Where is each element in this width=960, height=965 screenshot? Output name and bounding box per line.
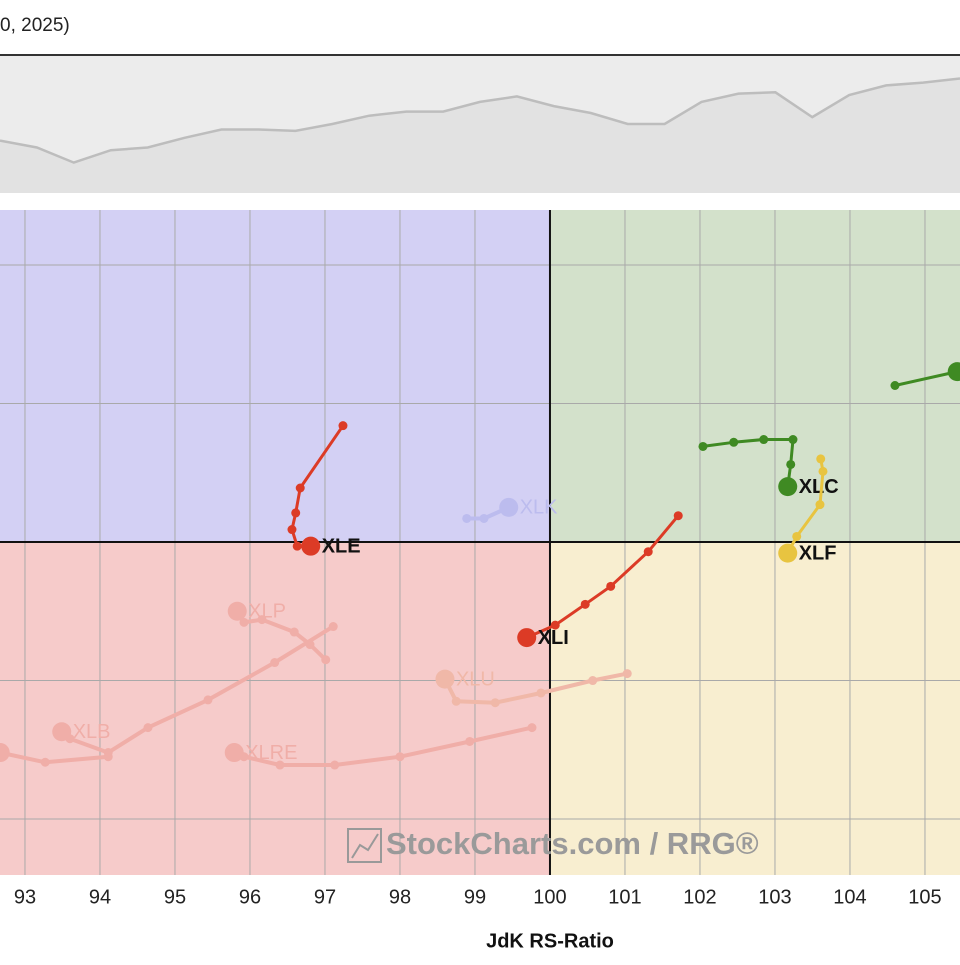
tail-dot xyxy=(643,547,653,557)
tail-dot xyxy=(289,627,299,637)
x-tick-label: 105 xyxy=(908,886,941,908)
head-marker xyxy=(435,669,455,689)
series-label: XLP xyxy=(248,601,286,623)
x-tick-label: 102 xyxy=(683,886,716,908)
tail-dot xyxy=(239,617,249,627)
head-marker xyxy=(947,362,960,382)
tail-dot xyxy=(536,688,546,698)
tail-dot xyxy=(338,421,348,431)
tail-dot xyxy=(622,669,632,679)
x-tick-label: 94 xyxy=(89,886,111,908)
tail-dot xyxy=(465,736,475,746)
tail-dot xyxy=(295,483,305,493)
head-marker xyxy=(0,743,10,763)
x-tick-label: 97 xyxy=(314,886,336,908)
head-marker xyxy=(778,543,798,563)
series-label: XLF xyxy=(799,542,837,564)
tail-dot xyxy=(673,511,683,521)
x-tick-label: 98 xyxy=(389,886,411,908)
head-marker xyxy=(52,722,72,742)
tail-dot xyxy=(818,466,828,476)
tail-dot xyxy=(527,723,537,733)
watermark-text: StockCharts.com / RRG® xyxy=(386,826,759,861)
tail-dot xyxy=(40,757,50,767)
tail-dot xyxy=(330,760,340,770)
tail-dot xyxy=(759,435,769,445)
tail-dot xyxy=(792,531,802,541)
tail-dot xyxy=(698,441,708,451)
head-marker xyxy=(227,601,247,621)
x-axis: JdK RS-Ratio 93 94 95 96 97 98 99 100 101 102 103 1… xyxy=(14,886,942,952)
x-tick-label: 95 xyxy=(164,886,186,908)
tail-line xyxy=(526,514,680,639)
header: 0, 2025) xyxy=(0,15,70,36)
quadrant-weakening xyxy=(549,542,960,875)
series-label: XLC xyxy=(799,476,839,498)
tail-dot xyxy=(580,599,590,609)
quadrant-leading xyxy=(549,210,960,543)
plot-area: XLK XLP XLU XLB XLRE XLE XLI XLC XLF xyxy=(0,210,960,875)
tail-dot xyxy=(321,655,331,665)
tail-dot xyxy=(328,622,338,632)
series-label: XLB xyxy=(73,721,111,743)
tail-dot xyxy=(606,581,616,591)
series-label: XLI xyxy=(538,627,569,649)
tail-dot xyxy=(550,620,560,630)
tail-dot xyxy=(462,513,472,523)
watermark: StockCharts.com / RRG® xyxy=(347,826,759,863)
benchmark-line xyxy=(0,77,960,164)
quadrant-improving xyxy=(0,210,550,543)
head-marker xyxy=(517,628,537,648)
tail-dot xyxy=(816,454,826,464)
series-label: XLK xyxy=(520,497,558,519)
x-tick-label: 103 xyxy=(758,886,791,908)
head-marker xyxy=(499,497,519,517)
tail-dot xyxy=(103,752,113,762)
x-tick-label: 93 xyxy=(14,886,36,908)
tail-dot xyxy=(786,459,796,469)
series-label: XLRE xyxy=(245,742,297,764)
watermark-icon xyxy=(351,833,379,859)
tail-dot xyxy=(729,437,739,447)
tail-line xyxy=(894,370,958,387)
x-axis-label: JdK RS-Ratio xyxy=(486,930,614,952)
series-label: XLU xyxy=(456,668,495,690)
tail-dot xyxy=(815,500,825,510)
x-tick-label: 101 xyxy=(608,886,641,908)
head-marker xyxy=(301,536,321,556)
x-tick-label: 104 xyxy=(833,886,866,908)
benchmark-panel xyxy=(0,54,960,193)
tail-dot xyxy=(143,723,153,733)
tail-dot xyxy=(291,508,301,518)
tail-dot xyxy=(257,615,267,625)
x-tick-label: 96 xyxy=(239,886,261,908)
tail-dot xyxy=(270,658,280,668)
x-tick-label: 100 xyxy=(533,886,566,908)
tail-dot xyxy=(395,752,405,762)
tail-dot xyxy=(451,696,461,706)
tail-dot xyxy=(788,435,798,445)
tail-dot xyxy=(292,541,302,551)
series-label: XLE xyxy=(322,535,361,557)
tail-dot xyxy=(490,698,500,708)
head-marker xyxy=(224,743,244,763)
tail-dot xyxy=(275,760,285,770)
quadrant-lagging xyxy=(0,542,550,875)
head-marker xyxy=(778,477,798,497)
x-tick-label: 99 xyxy=(464,886,486,908)
watermark-icon xyxy=(347,828,382,863)
tail-dot xyxy=(890,380,900,390)
tail-dot xyxy=(287,525,297,535)
benchmark-area xyxy=(0,78,960,193)
tail-dot xyxy=(203,695,213,705)
tail-dot xyxy=(479,513,489,523)
tail-dot xyxy=(588,676,598,686)
